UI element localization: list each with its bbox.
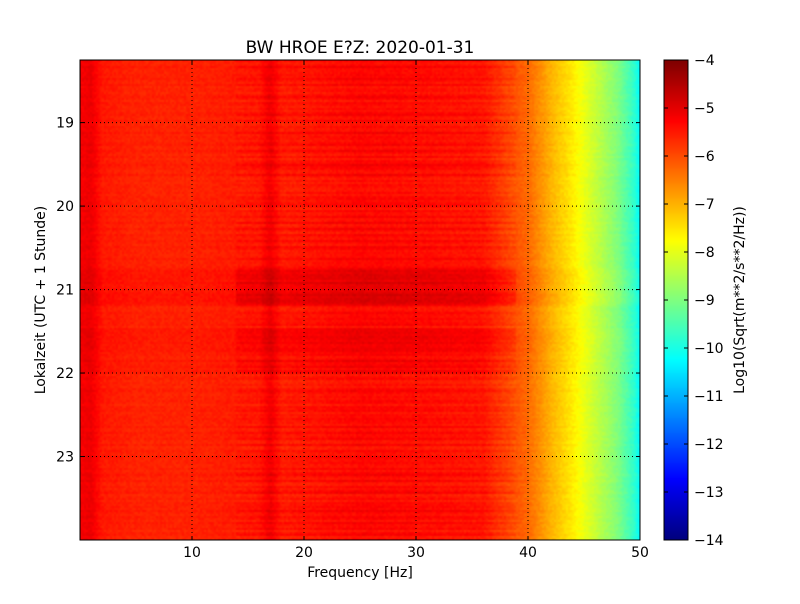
- x-tick-label: 40: [519, 545, 537, 561]
- y-axis-ticks: 19 20 21 22 23: [56, 116, 640, 466]
- plot-frame: [79, 59, 641, 541]
- colorbar-tick-label: −10: [694, 341, 724, 357]
- colorbar-tick-label: −6: [694, 149, 715, 165]
- y-tick-label: 21: [56, 283, 74, 299]
- y-axis-label: Lokalzeit (UTC + 1 Stunde): [33, 206, 49, 395]
- x-axis-label: Frequency [Hz]: [307, 565, 413, 581]
- x-tick-label: 20: [295, 545, 313, 561]
- heatmap-image: [80, 60, 640, 540]
- chart-title: BW HROE E?Z: 2020-01-31: [246, 38, 475, 58]
- colorbar-tick-label: −14: [694, 533, 724, 549]
- x-axis-ticks: 10 20 30 40 50: [183, 60, 649, 561]
- x-tick-label: 50: [631, 545, 649, 561]
- colorbar-tick-label: −9: [694, 293, 715, 309]
- colorbar-label: Log10(Sqrt(m**2/s**2/Hz)): [732, 206, 748, 394]
- colorbar-tick-label: −4: [694, 53, 715, 69]
- y-tick-label: 20: [56, 199, 74, 215]
- colorbar-tick-label: −13: [694, 485, 724, 501]
- heatmap: [80, 60, 640, 540]
- colorbar-tick-label: −5: [694, 101, 715, 117]
- y-tick-label: 19: [56, 116, 74, 132]
- colorbar: −4 −5 −6 −7 −8 −9 −10 −11 −12 −13 −14 Log10(Sqrt(m…: [663, 53, 748, 549]
- colorbar-tick-label: −12: [694, 437, 724, 453]
- x-tick-label: 10: [183, 545, 201, 561]
- grid-lines: [80, 60, 640, 540]
- y-tick-label: 22: [56, 366, 74, 382]
- colorbar-tick-label: −11: [694, 389, 724, 405]
- colorbar-tick-label: −8: [694, 245, 715, 261]
- y-tick-label: 23: [56, 450, 74, 466]
- colorbar-tick-label: −7: [694, 197, 715, 213]
- x-tick-label: 30: [407, 545, 425, 561]
- colorbar-ticks: −4 −5 −6 −7 −8 −9 −10 −11 −12 −13 −14: [664, 53, 724, 549]
